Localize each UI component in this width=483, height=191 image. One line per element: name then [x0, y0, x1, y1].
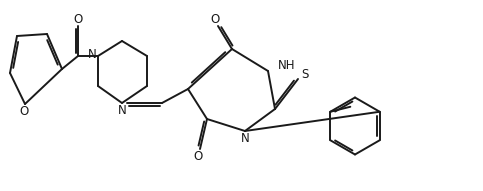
Text: S: S [301, 67, 309, 80]
Text: N: N [241, 131, 249, 145]
Text: N: N [88, 49, 97, 62]
Text: O: O [193, 150, 203, 163]
Text: O: O [73, 12, 83, 26]
Text: O: O [211, 12, 220, 26]
Text: NH: NH [278, 58, 296, 71]
Text: N: N [118, 104, 127, 117]
Text: O: O [19, 105, 28, 118]
